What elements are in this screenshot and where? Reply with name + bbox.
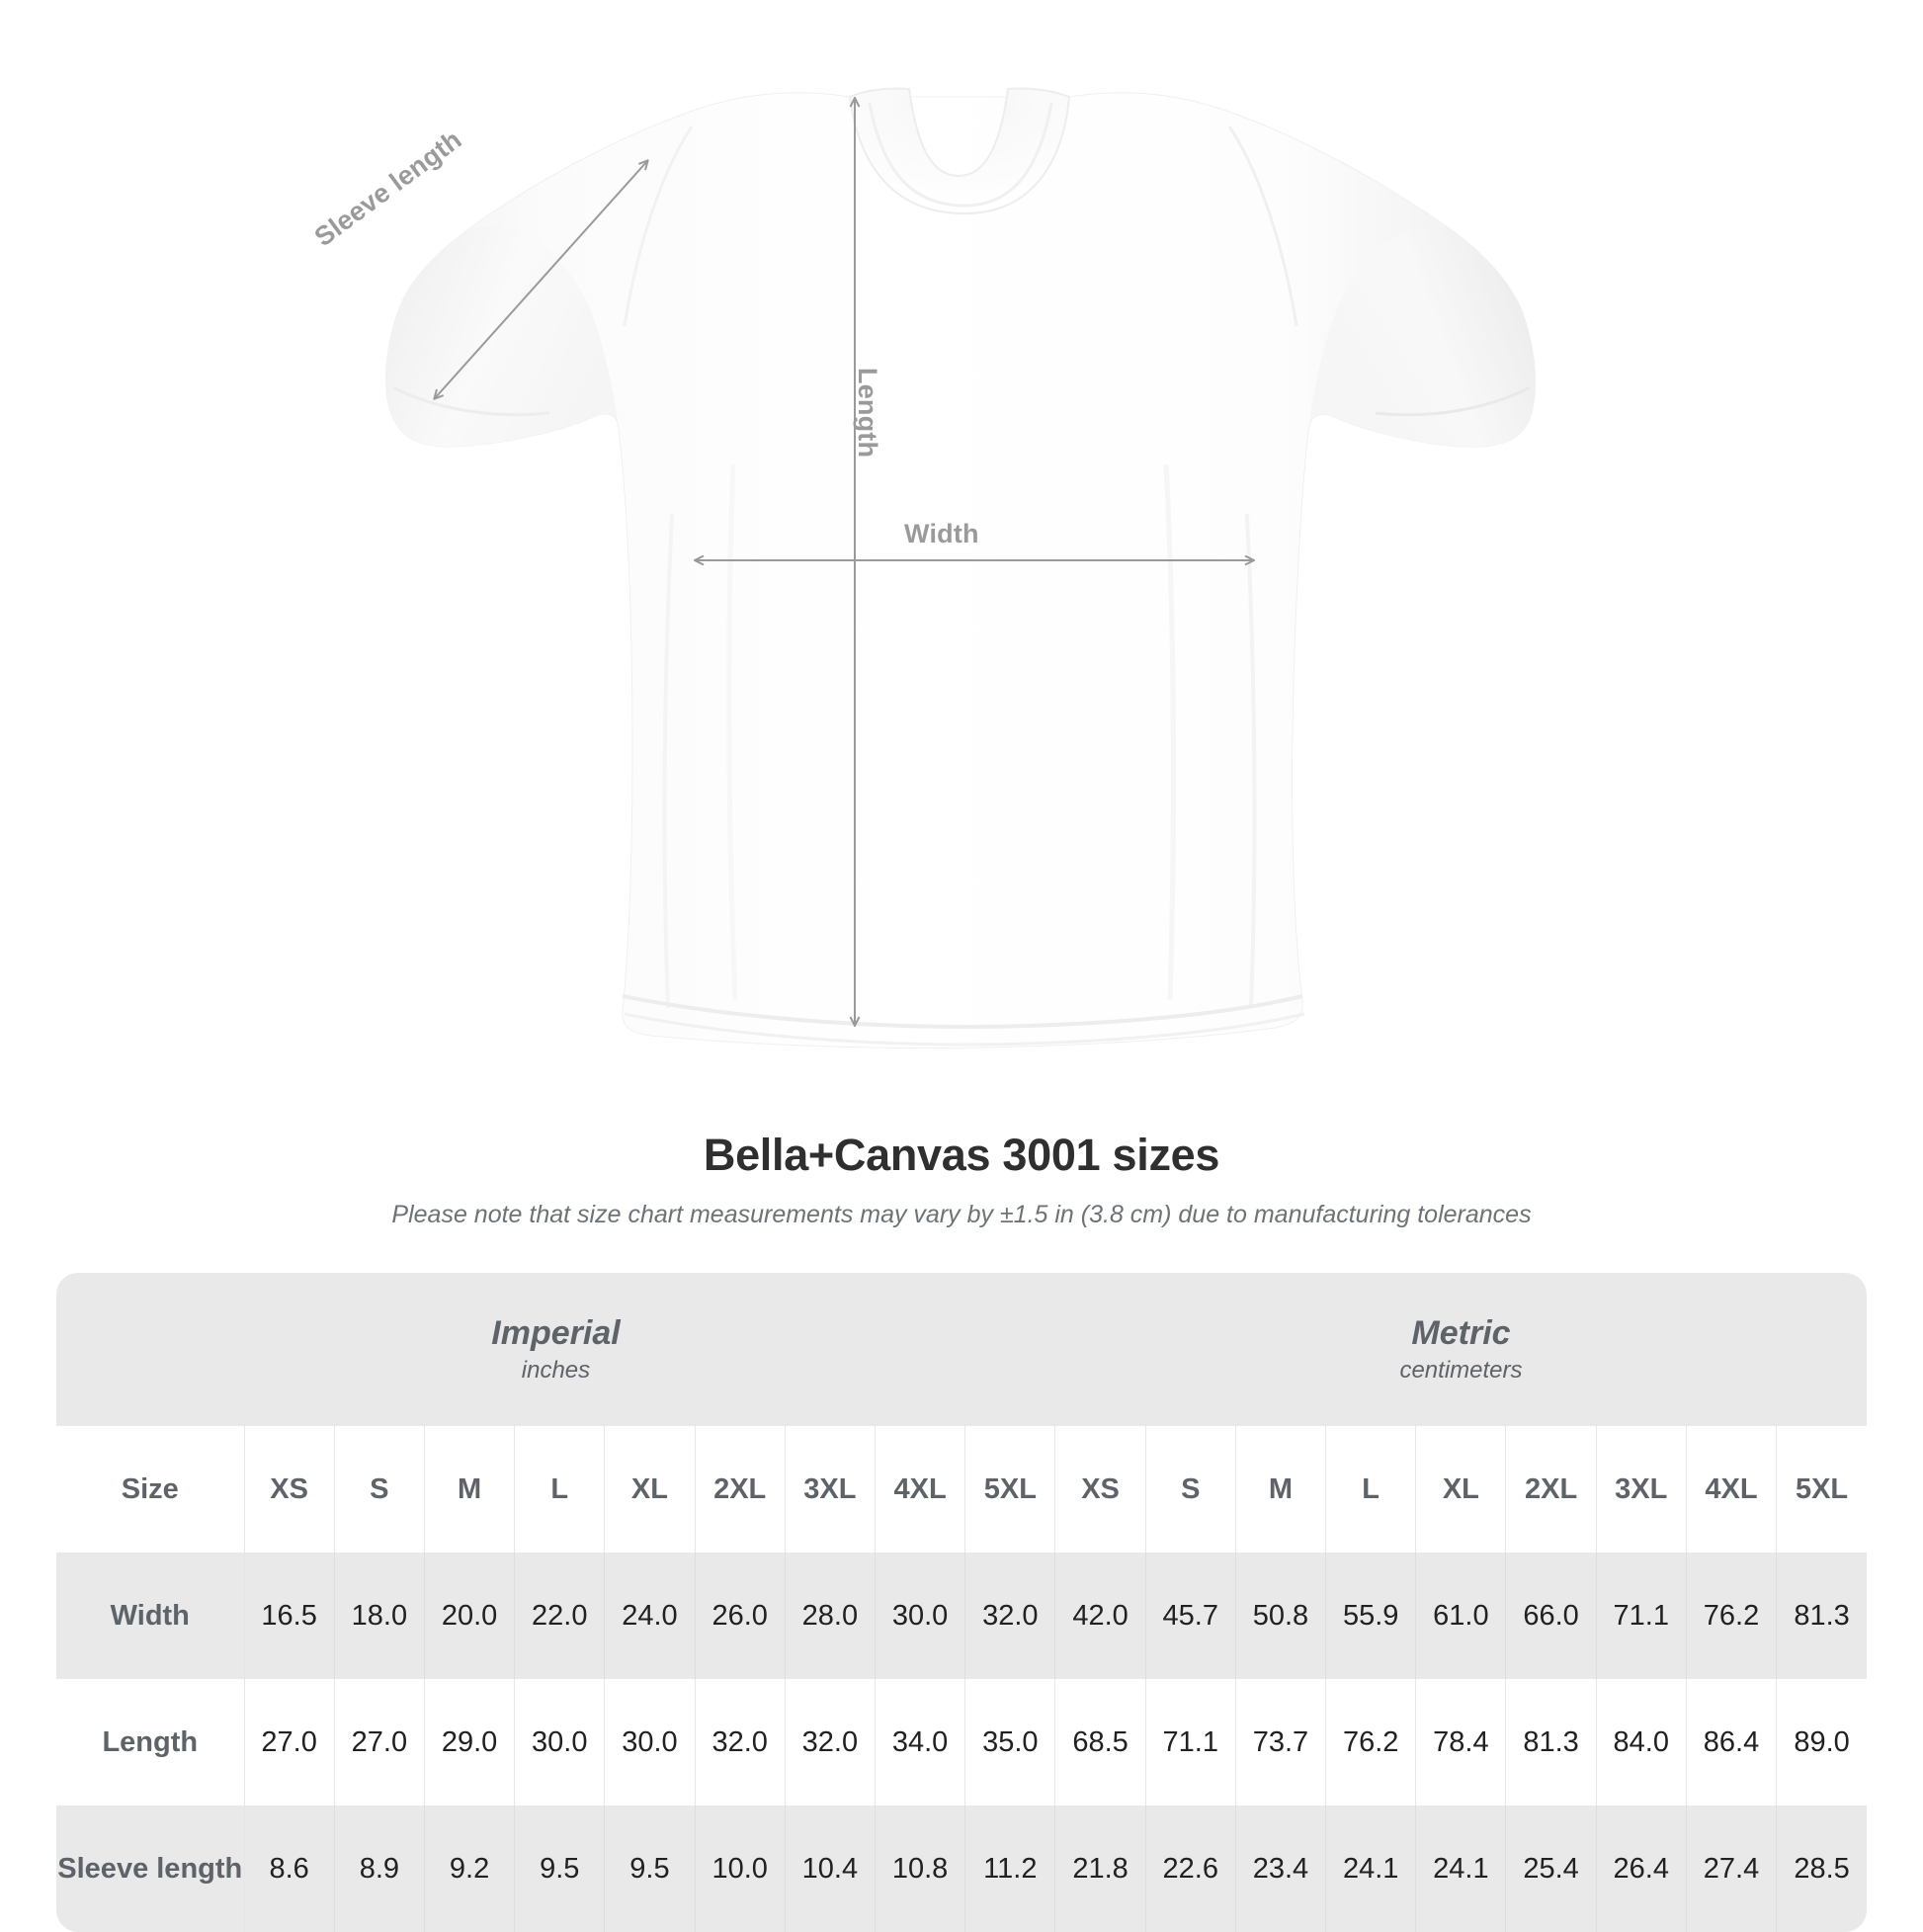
cell-width-metric-l: 55.9 [1325,1553,1417,1679]
cell-sleeve-imperial-5xl: 11.2 [964,1806,1056,1932]
size-header-label: Size [56,1426,245,1553]
cell-length-metric-l: 76.2 [1325,1679,1417,1806]
size-col-metric-l: L [1325,1426,1417,1553]
unit-group-row: Imperial inches Metric centimeters [56,1273,1867,1426]
size-col-imperial-4xl: 4XL [875,1426,966,1553]
cell-length-metric-3xl: 84.0 [1596,1679,1687,1806]
size-col-metric-4xl: 4XL [1686,1426,1778,1553]
cell-sleeve-metric-xs: 21.8 [1054,1806,1146,1932]
cell-width-metric-xl: 61.0 [1415,1553,1507,1679]
cell-width-metric-5xl: 81.3 [1776,1553,1867,1679]
cell-sleeve-metric-3xl: 26.4 [1596,1806,1687,1932]
cell-length-metric-m: 73.7 [1235,1679,1327,1806]
cell-sleeve-metric-xl: 24.1 [1415,1806,1507,1932]
cell-width-imperial-5xl: 32.0 [964,1553,1056,1679]
cell-sleeve-metric-l: 24.1 [1325,1806,1417,1932]
tshirt-body-shape [385,87,1536,1049]
cell-sleeve-imperial-xs: 8.6 [244,1806,335,1932]
group-unit-metric: centimeters [1399,1356,1523,1384]
length-label: Length [853,368,882,459]
tshirt-illustration-svg [385,87,1536,1049]
row-label-sleeve-length: Sleeve length [56,1806,245,1932]
cell-width-imperial-l: 22.0 [514,1553,606,1679]
group-name-metric: Metric [1411,1314,1511,1353]
cell-length-metric-2xl: 81.3 [1505,1679,1597,1806]
size-col-imperial-m: M [424,1426,516,1553]
row-label-width: Width [56,1553,245,1679]
size-col-imperial-xs: XS [244,1426,335,1553]
size-col-metric-xs: XS [1054,1426,1146,1553]
cell-width-metric-3xl: 71.1 [1596,1553,1687,1679]
size-col-metric-3xl: 3XL [1596,1426,1687,1553]
page-title: Bella+Canvas 3001 sizes [703,1130,1220,1180]
group-name-imperial: Imperial [491,1314,621,1353]
table-row-length: Length 27.0 27.0 29.0 30.0 30.0 32.0 32.… [56,1679,1867,1806]
size-col-imperial-s: S [334,1426,425,1553]
size-header-row: Size XS S M L XL 2XL 3XL 4XL 5XL XS S M … [56,1426,1867,1553]
size-col-imperial-3xl: 3XL [785,1426,876,1553]
size-col-metric-s: S [1145,1426,1236,1553]
cell-length-imperial-3xl: 32.0 [785,1679,876,1806]
size-col-imperial-5xl: 5XL [964,1426,1056,1553]
table-row-sleeve-length: Sleeve length 8.6 8.9 9.2 9.5 9.5 10.0 1… [56,1806,1867,1932]
cell-length-imperial-m: 29.0 [424,1679,516,1806]
cell-length-imperial-5xl: 35.0 [964,1679,1056,1806]
cell-length-metric-5xl: 89.0 [1776,1679,1867,1806]
cell-width-metric-s: 45.7 [1145,1553,1236,1679]
group-header-metric: Metric centimeters [1054,1273,1867,1426]
cell-length-metric-4xl: 86.4 [1686,1679,1778,1806]
cell-length-imperial-4xl: 34.0 [875,1679,966,1806]
size-col-imperial-2xl: 2XL [695,1426,786,1553]
cell-sleeve-metric-2xl: 25.4 [1505,1806,1597,1932]
cell-sleeve-imperial-4xl: 10.8 [875,1806,966,1932]
width-label: Width [904,519,979,548]
cell-width-imperial-4xl: 30.0 [875,1553,966,1679]
size-col-metric-5xl: 5XL [1776,1426,1867,1553]
size-chart-table: Imperial inches Metric centimeters Size … [56,1273,1867,1932]
cell-width-imperial-2xl: 26.0 [695,1553,786,1679]
cell-length-metric-xs: 68.5 [1054,1679,1146,1806]
cell-sleeve-metric-m: 23.4 [1235,1806,1327,1932]
table-row-width: Width 16.5 18.0 20.0 22.0 24.0 26.0 28.0… [56,1553,1867,1679]
cell-width-metric-xs: 42.0 [1054,1553,1146,1679]
size-col-imperial-xl: XL [604,1426,696,1553]
cell-sleeve-imperial-s: 8.9 [334,1806,425,1932]
cell-width-imperial-m: 20.0 [424,1553,516,1679]
cell-sleeve-imperial-3xl: 10.4 [785,1806,876,1932]
size-col-metric-xl: XL [1415,1426,1507,1553]
tolerance-note: Please note that size chart measurements… [391,1201,1532,1228]
group-header-imperial: Imperial inches [56,1273,1055,1426]
cell-length-imperial-s: 27.0 [334,1679,425,1806]
size-col-imperial-l: L [514,1426,606,1553]
cell-width-imperial-xl: 24.0 [604,1553,696,1679]
cell-length-imperial-xl: 30.0 [604,1679,696,1806]
cell-sleeve-imperial-xl: 9.5 [604,1806,696,1932]
cell-width-imperial-s: 18.0 [334,1553,425,1679]
cell-width-imperial-3xl: 28.0 [785,1553,876,1679]
cell-sleeve-imperial-2xl: 10.0 [695,1806,786,1932]
cell-sleeve-imperial-m: 9.2 [424,1806,516,1932]
cell-length-imperial-xs: 27.0 [244,1679,335,1806]
cell-length-metric-xl: 78.4 [1415,1679,1507,1806]
cell-width-imperial-xs: 16.5 [244,1553,335,1679]
cell-width-metric-m: 50.8 [1235,1553,1327,1679]
cell-length-imperial-2xl: 32.0 [695,1679,786,1806]
cell-sleeve-metric-s: 22.6 [1145,1806,1236,1932]
product-illustration: Sleeve length Length Width [308,87,1536,1049]
row-label-length: Length [56,1679,245,1806]
cell-width-metric-2xl: 66.0 [1505,1553,1597,1679]
size-col-metric-m: M [1235,1426,1327,1553]
cell-sleeve-imperial-l: 9.5 [514,1806,606,1932]
size-col-metric-2xl: 2XL [1505,1426,1597,1553]
group-unit-imperial: inches [521,1356,591,1384]
cell-length-metric-s: 71.1 [1145,1679,1236,1806]
cell-width-metric-4xl: 76.2 [1686,1553,1778,1679]
cell-sleeve-metric-5xl: 28.5 [1776,1806,1867,1932]
cell-length-imperial-l: 30.0 [514,1679,606,1806]
cell-sleeve-metric-4xl: 27.4 [1686,1806,1778,1932]
